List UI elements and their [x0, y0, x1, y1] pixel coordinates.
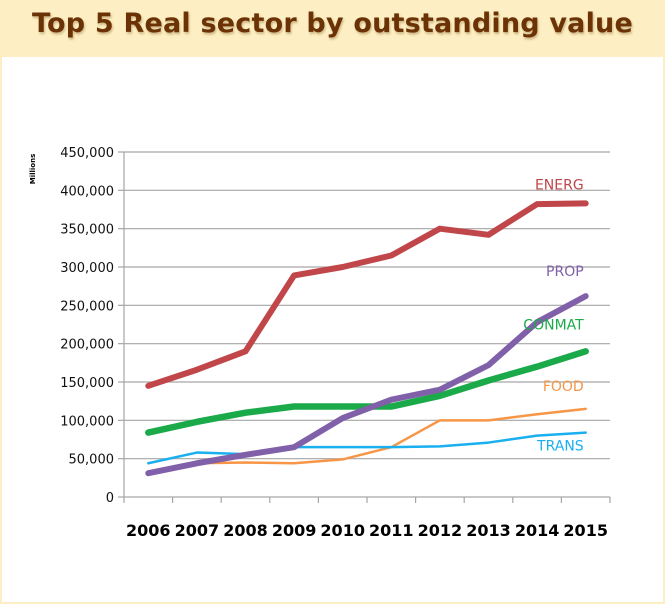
series-label-conmat: CONMAT: [523, 317, 584, 333]
chart-title: Top 5 Real sector by outstanding value: [32, 8, 633, 39]
x-tick-labels: 2006 2007 2008 2009 2010 2011 2012 2013 2014 2015: [126, 521, 608, 540]
y-tick-label: 450,000: [60, 146, 114, 161]
y-tick-label: 50,000: [69, 453, 115, 468]
series-label-energ: ENERG: [535, 177, 584, 193]
x-tick-label: 2006: [126, 521, 171, 540]
chart-panel: 0 50,000 100,000 150,000 200,000 250,000 300,0…: [2, 57, 663, 602]
series-line-food: [147, 407, 587, 473]
gridlines: [124, 151, 610, 460]
x-tick-label: 2007: [175, 521, 220, 540]
y-tick-label: 350,000: [60, 223, 114, 238]
x-tick-label: 2012: [418, 521, 463, 540]
y-tick-label: 400,000: [60, 184, 114, 199]
y-tick-label: 250,000: [60, 299, 114, 314]
line-chart: 0 50,000 100,000 150,000 200,000 250,000 300,0…: [29, 146, 611, 540]
x-tick-label: 2015: [563, 521, 608, 540]
y-tick-labels: 0 50,000 100,000 150,000 200,000 250,000 300,0…: [60, 146, 114, 506]
y-tick-label: 200,000: [60, 338, 114, 353]
series-lines: [145, 200, 589, 477]
x-tick-label: 2010: [320, 521, 365, 540]
series-line-trans: [147, 431, 587, 465]
series-labels: ENERG PROP CONMAT FOOD TRANS: [523, 177, 584, 454]
y-tick-label: 300,000: [60, 261, 114, 276]
series-line-energ: [145, 200, 589, 389]
series-line-prop: [145, 293, 589, 477]
x-tick-label: 2014: [515, 521, 560, 540]
axes: [118, 151, 611, 503]
x-tick-label: 2008: [223, 521, 268, 540]
series-label-trans: TRANS: [536, 439, 584, 455]
y-tick-label: 0: [106, 491, 114, 506]
y-tick-label: 100,000: [60, 414, 114, 429]
x-tick-label: 2013: [466, 521, 511, 540]
series-label-food: FOOD: [543, 379, 584, 395]
y-axis-title: Millions: [29, 154, 37, 185]
x-tick-label: 2011: [369, 521, 414, 540]
y-tick-label: 150,000: [60, 376, 114, 391]
x-tick-label: 2009: [272, 521, 317, 540]
series-label-prop: PROP: [546, 264, 584, 280]
